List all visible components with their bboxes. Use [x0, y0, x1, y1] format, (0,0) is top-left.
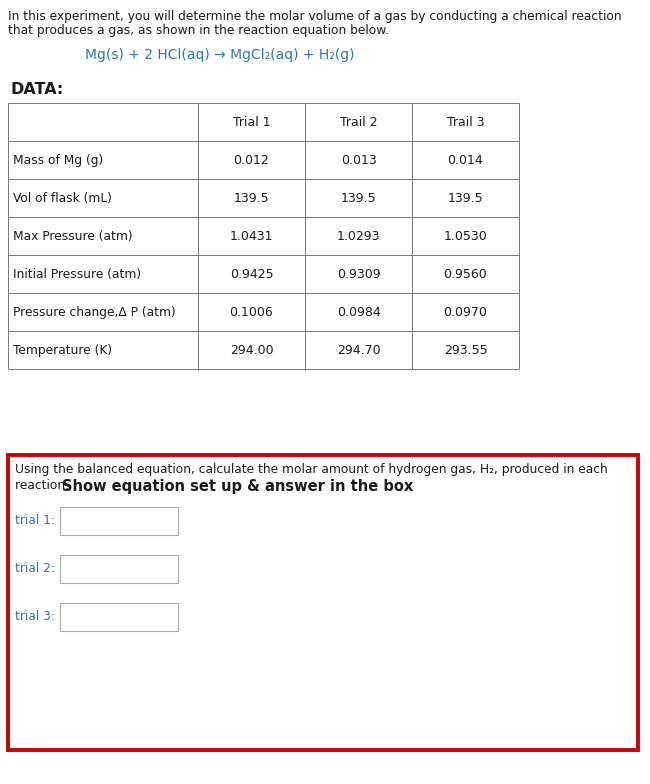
Bar: [60, 555, 178, 583]
Text: 294.00: 294.00: [229, 343, 273, 357]
Text: Pressure change,Δ P (atm): Pressure change,Δ P (atm): [13, 306, 176, 318]
Text: 0.1006: 0.1006: [229, 306, 274, 318]
Text: Trial 1: Trial 1: [233, 115, 270, 129]
Text: Trail 3: Trail 3: [447, 115, 484, 129]
Bar: [8, 455, 638, 750]
Text: 0.9425: 0.9425: [229, 267, 273, 281]
Text: 139.5: 139.5: [341, 191, 376, 205]
Text: DATA:: DATA:: [10, 82, 63, 97]
Text: 0.0970: 0.0970: [443, 306, 488, 318]
Text: 1.0293: 1.0293: [337, 230, 380, 242]
Text: In this experiment, you will determine the molar volume of a gas by conducting a: In this experiment, you will determine t…: [8, 10, 621, 23]
Text: 0.012: 0.012: [233, 154, 269, 166]
Bar: [60, 507, 178, 535]
Text: reaction.: reaction.: [15, 479, 77, 492]
Text: Vol of flask (mL): Vol of flask (mL): [13, 191, 112, 205]
Text: Temperature (K): Temperature (K): [13, 343, 112, 357]
Text: Show equation set up & answer in the box: Show equation set up & answer in the box: [62, 479, 413, 494]
Text: 1.0530: 1.0530: [443, 230, 488, 242]
Text: 0.013: 0.013: [341, 154, 376, 166]
Text: trial 1:: trial 1:: [15, 514, 55, 528]
Bar: [60, 603, 178, 631]
Text: 293.55: 293.55: [444, 343, 488, 357]
Text: 294.70: 294.70: [337, 343, 380, 357]
Text: 139.5: 139.5: [448, 191, 484, 205]
Text: Trail 2: Trail 2: [340, 115, 377, 129]
Text: 0.014: 0.014: [448, 154, 484, 166]
Text: trial 3:: trial 3:: [15, 611, 55, 623]
Text: 0.0984: 0.0984: [337, 306, 380, 318]
Text: that produces a gas, as shown in the reaction equation below.: that produces a gas, as shown in the rea…: [8, 24, 389, 37]
Text: Using the balanced equation, calculate the molar amount of hydrogen gas, H₂, pro: Using the balanced equation, calculate t…: [15, 463, 608, 476]
Text: Mg(s) + 2 HCl(aq) → MgCl₂(aq) + H₂(g): Mg(s) + 2 HCl(aq) → MgCl₂(aq) + H₂(g): [85, 48, 354, 62]
Text: Initial Pressure (atm): Initial Pressure (atm): [13, 267, 141, 281]
Text: 0.9309: 0.9309: [337, 267, 380, 281]
Text: trial 2:: trial 2:: [15, 562, 55, 575]
Text: Max Pressure (atm): Max Pressure (atm): [13, 230, 133, 242]
Text: Mass of Mg (g): Mass of Mg (g): [13, 154, 103, 166]
Text: 1.0431: 1.0431: [229, 230, 273, 242]
Text: 139.5: 139.5: [234, 191, 269, 205]
Text: 0.9560: 0.9560: [443, 267, 488, 281]
